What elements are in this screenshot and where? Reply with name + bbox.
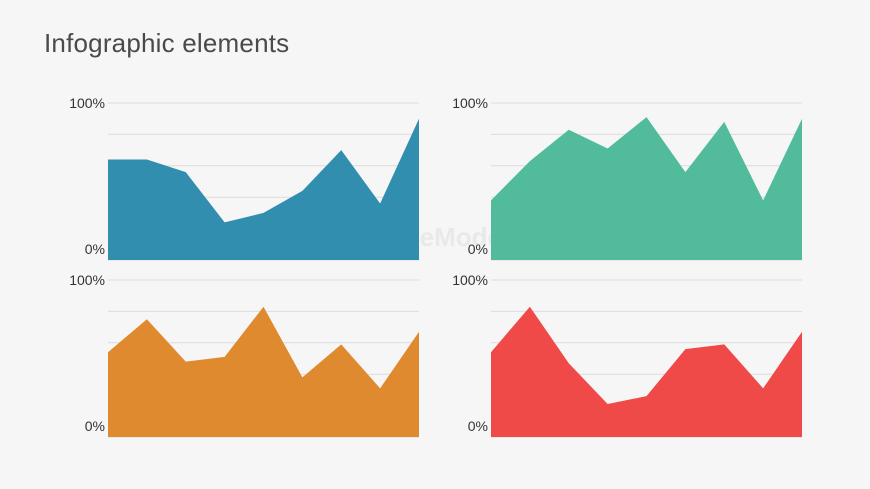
chart-orange-area: 100% 0% [60,269,430,449]
area-series [491,306,802,437]
area-series [108,306,419,437]
y-tick-label-bottom: 0% [85,418,105,434]
y-tick-label-bottom: 0% [85,241,105,257]
chart-svg: 100% 0% [69,272,419,438]
y-tick-label-bottom: 0% [468,241,488,257]
y-tick-label-bottom: 0% [468,418,488,434]
chart-svg: 100% 0% [452,272,802,438]
y-tick-label-top: 100% [452,95,488,111]
chart-red-area: 100% 0% [443,269,813,449]
chart-green-area: 100% 0% [443,92,813,272]
chart-svg: 100% 0% [452,95,802,261]
area-series [491,117,802,260]
y-tick-label-top: 100% [69,272,105,288]
y-tick-label-top: 100% [69,95,105,111]
chart-svg: 100% 0% [69,95,419,261]
y-tick-label-top: 100% [452,272,488,288]
page-title: Infographic elements [44,28,290,58]
chart-blue-area: 100% 0% [60,92,430,272]
area-series [108,118,419,260]
